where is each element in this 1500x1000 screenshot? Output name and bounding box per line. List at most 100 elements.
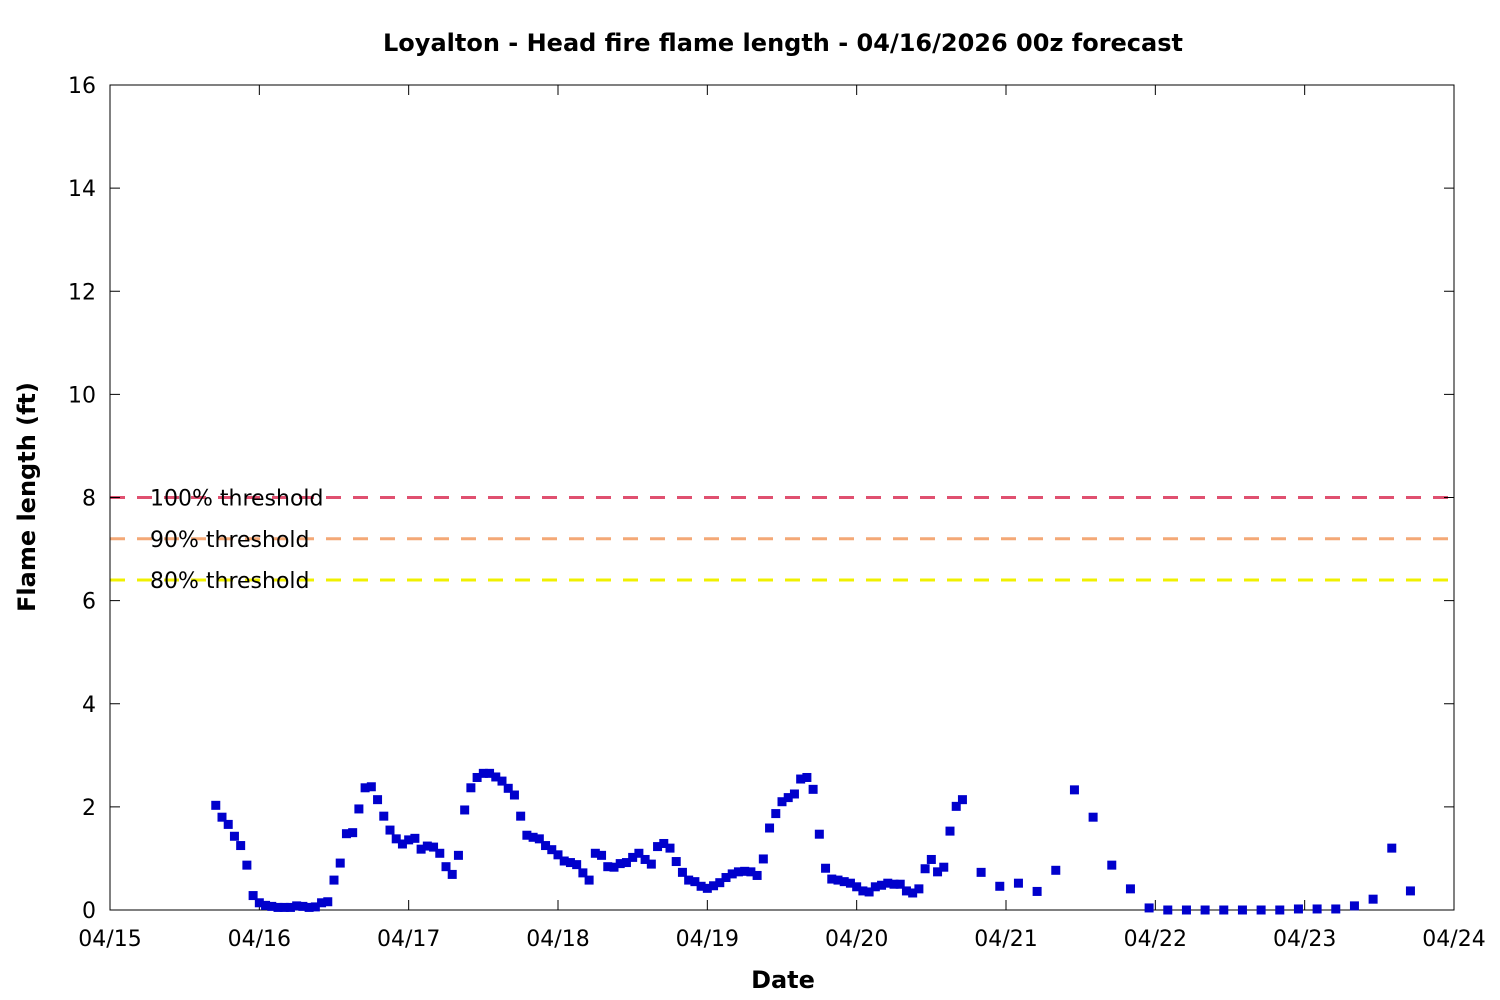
data-point [503, 783, 513, 793]
data-point [939, 862, 949, 872]
data-point [1200, 905, 1210, 915]
data-point [945, 826, 955, 836]
data-point [920, 864, 930, 874]
data-point [864, 887, 874, 897]
data-point [348, 828, 358, 838]
data-point [229, 831, 239, 841]
data-point [1013, 878, 1023, 888]
data-point [261, 900, 271, 910]
data-point [1405, 886, 1415, 896]
data-point [858, 886, 868, 896]
data-point [839, 877, 849, 887]
data-point [435, 848, 445, 858]
data-point [223, 819, 233, 829]
data-point [1088, 812, 1098, 822]
data-point [1256, 905, 1266, 915]
data-point [702, 883, 712, 893]
data-point [292, 901, 302, 911]
data-point [385, 825, 395, 835]
data-point [1387, 843, 1397, 853]
data-point [957, 795, 967, 805]
data-point [254, 898, 264, 908]
y-tick-label: 14 [68, 177, 96, 202]
data-point [578, 868, 588, 878]
data-point [870, 882, 880, 892]
data-point [802, 772, 812, 782]
data-point [541, 841, 551, 851]
data-point [391, 834, 401, 844]
data-point [416, 844, 426, 854]
legend-entry-2: 80% threshold [150, 569, 310, 594]
x-tick-label: 04/15 [78, 927, 141, 952]
x-tick-label: 04/17 [377, 927, 440, 952]
data-point [901, 886, 911, 896]
data-point [659, 838, 669, 848]
data-point [397, 839, 407, 849]
y-tick-label: 0 [82, 899, 96, 924]
data-point [634, 848, 644, 858]
data-point [914, 884, 924, 894]
y-tick-label: 4 [82, 693, 96, 718]
data-point [590, 848, 600, 858]
data-point [609, 862, 619, 872]
y-tick-label: 6 [82, 590, 96, 615]
threshold-lines [110, 496, 1454, 582]
data-point [877, 880, 887, 890]
x-tick-label: 04/18 [526, 927, 589, 952]
data-point [317, 898, 327, 908]
data-point [746, 867, 756, 877]
data-point [298, 901, 308, 911]
legend-entry-1: 90% threshold [150, 528, 310, 553]
data-point [821, 863, 831, 873]
data-point [827, 874, 837, 884]
data-point [1349, 901, 1359, 911]
data-point [584, 875, 594, 885]
data-point [696, 881, 706, 891]
data-point [1368, 894, 1378, 904]
data-point [429, 842, 439, 852]
data-point [889, 879, 899, 889]
data-point [833, 875, 843, 885]
data-point [528, 832, 538, 842]
data-point [789, 789, 799, 799]
data-point [441, 862, 451, 872]
y-tick-label: 12 [68, 280, 96, 305]
data-point [796, 774, 806, 784]
data-point [926, 854, 936, 864]
data-point [777, 797, 787, 807]
x-tick-label: 04/21 [974, 927, 1037, 952]
data-point [933, 867, 943, 877]
data-point [690, 877, 700, 887]
data-point [285, 902, 295, 912]
data-point [211, 800, 221, 810]
data-point [684, 875, 694, 885]
data-point [883, 878, 893, 888]
y-axis-label: Flame length (ft) [13, 382, 41, 612]
data-point [640, 854, 650, 864]
axis-ticks: 0 2 4 6 8 10 12 14 16 04/15 04/16 04/17 04/18 04/19 04… [68, 74, 1486, 952]
data-point [1331, 904, 1341, 914]
data-point [373, 795, 383, 805]
data-point [304, 902, 314, 912]
data-point [354, 804, 364, 814]
data-point [534, 834, 544, 844]
data-point [740, 866, 750, 876]
data-point [671, 857, 681, 867]
data-point [460, 805, 470, 815]
chart-title: Loyalton - Head fire flame length - 04/1… [383, 29, 1183, 57]
data-point [516, 811, 526, 821]
data-point [845, 878, 855, 888]
data-point [572, 860, 582, 870]
data-point [597, 850, 607, 860]
data-point [366, 782, 376, 792]
data-point [752, 870, 762, 880]
data-point [715, 878, 725, 888]
data-point [808, 784, 818, 794]
data-point [553, 850, 563, 860]
data-point [1293, 904, 1303, 914]
data-point [360, 783, 370, 793]
data-point [478, 768, 488, 778]
data-point [908, 888, 918, 898]
data-point [1107, 860, 1117, 870]
